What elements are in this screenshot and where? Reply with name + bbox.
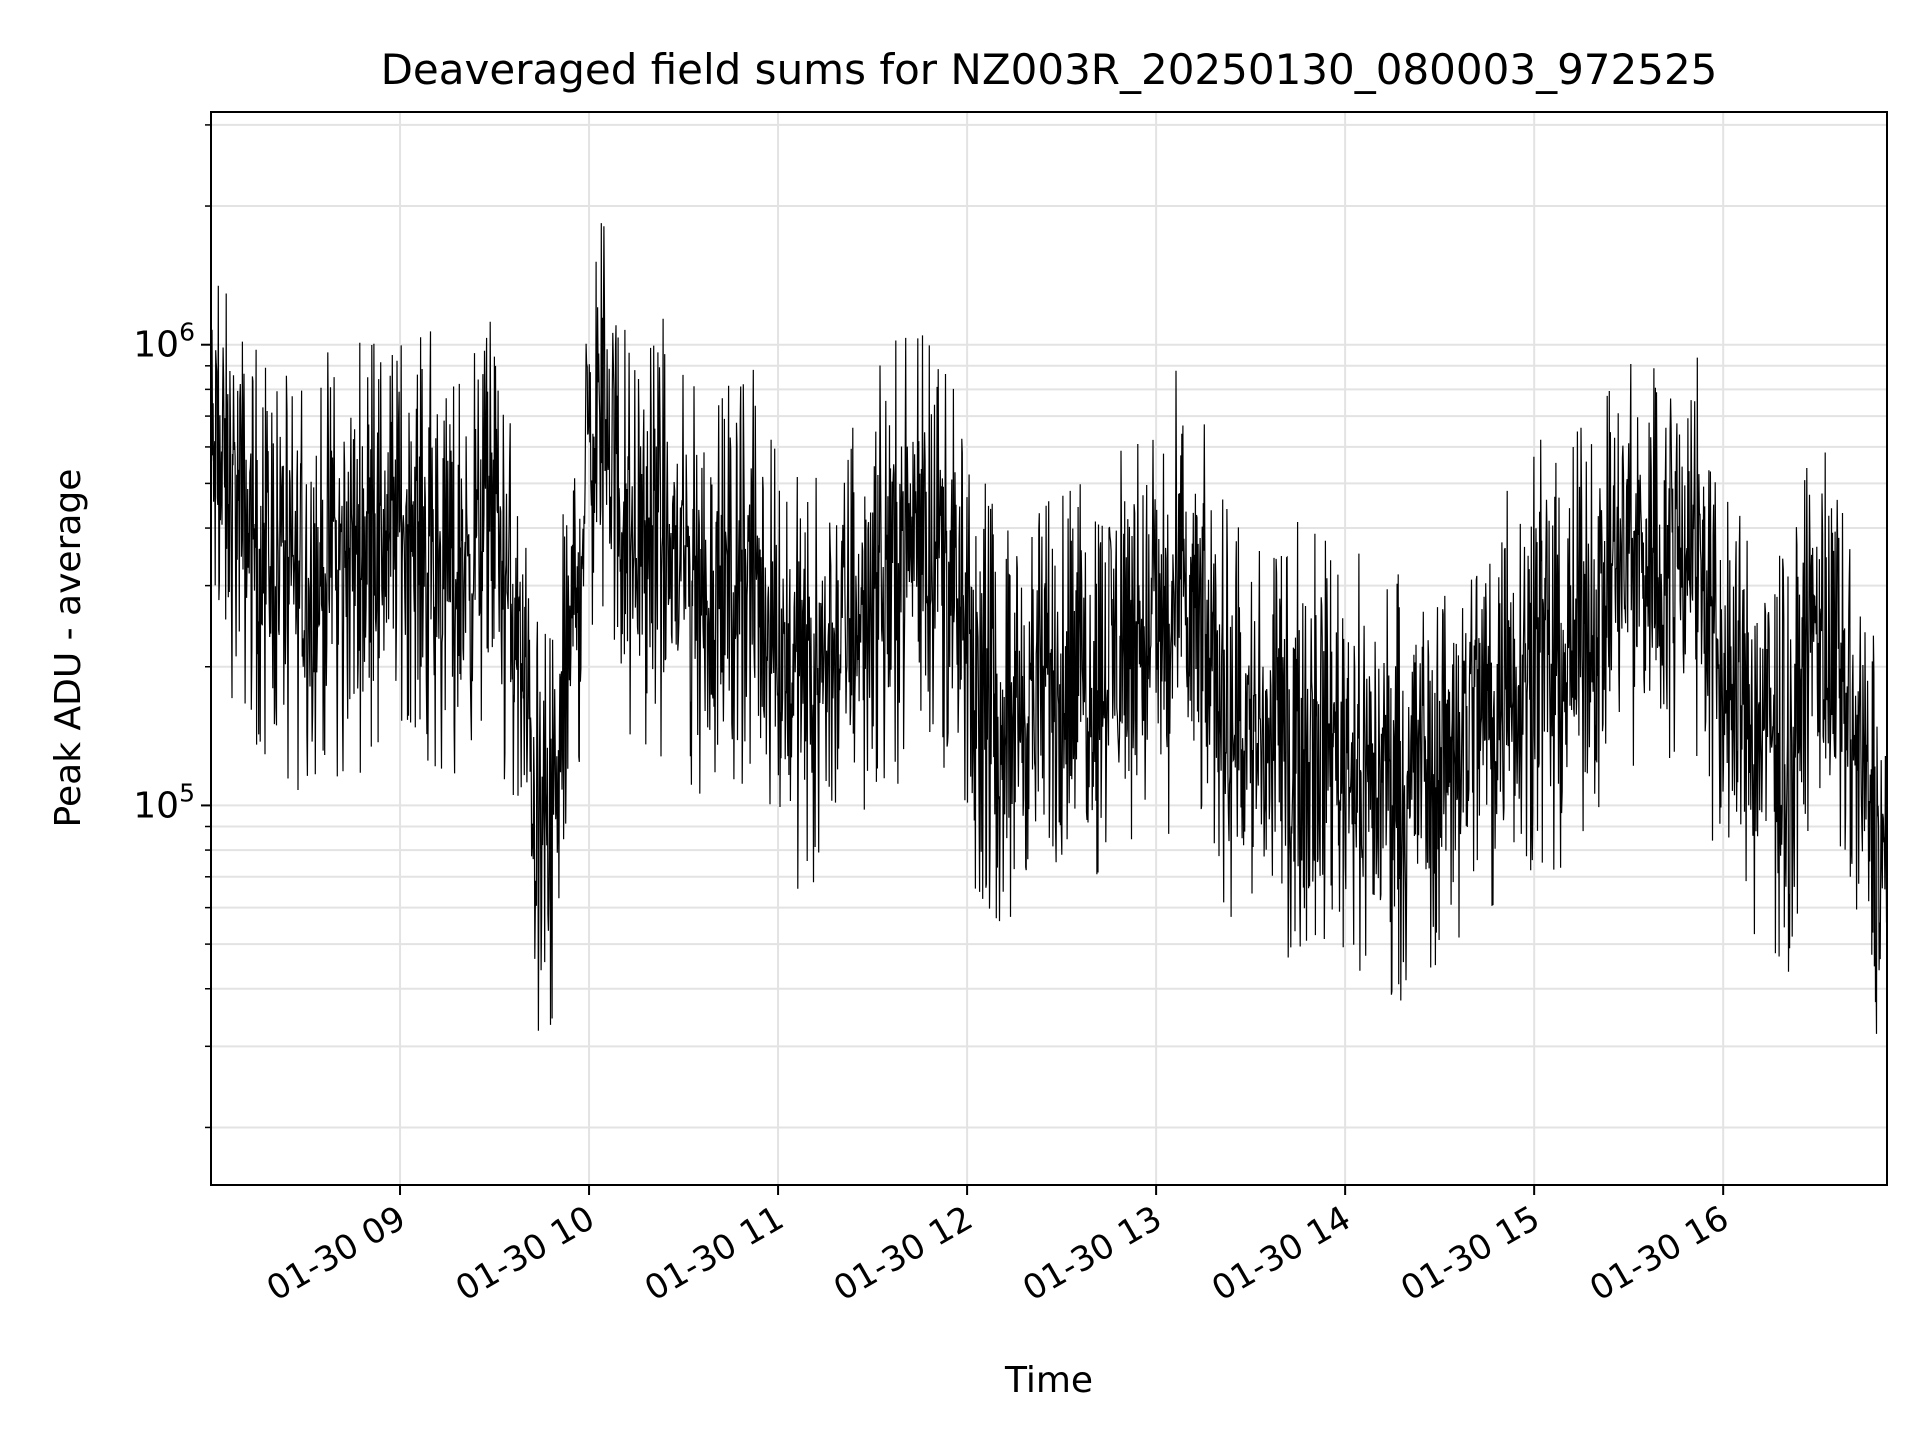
y-axis-label: Peak ADU - average (48, 469, 89, 828)
x-axis-label: Time (1004, 1360, 1093, 1401)
y-tick-label: 105 (133, 778, 195, 826)
chart-title: Deaveraged field sums for NZ003R_2025013… (381, 45, 1718, 94)
series-line (210, 223, 1888, 1034)
y-tick-label: 106 (133, 318, 195, 366)
plot-area (210, 223, 1888, 1034)
axes-frame (210, 111, 1888, 1186)
